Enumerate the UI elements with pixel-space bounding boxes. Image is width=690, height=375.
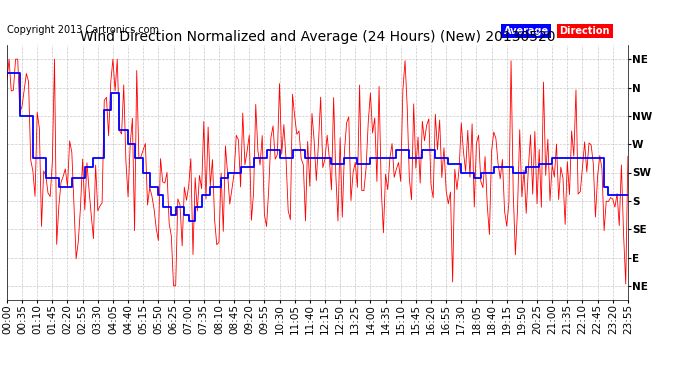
Title: Wind Direction Normalized and Average (24 Hours) (New) 20130520: Wind Direction Normalized and Average (2… (79, 30, 555, 44)
Text: Direction: Direction (560, 26, 610, 36)
Text: Average: Average (504, 26, 549, 36)
Text: Copyright 2013 Cartronics.com: Copyright 2013 Cartronics.com (7, 25, 159, 35)
